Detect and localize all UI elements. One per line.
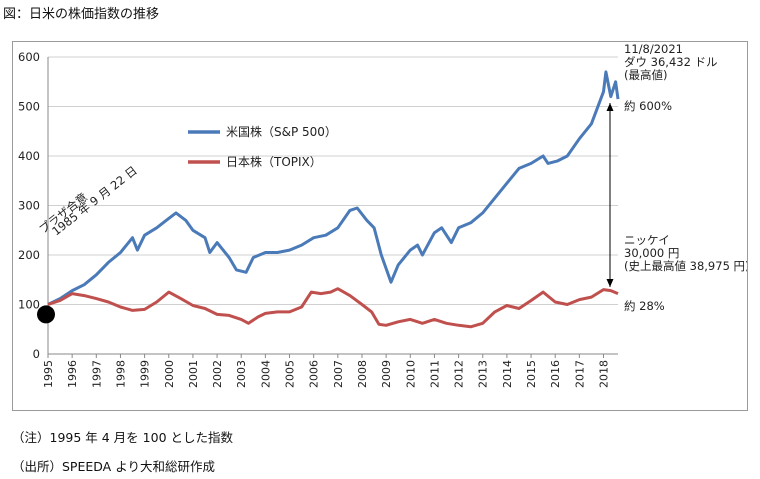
jp-gain-label: 約 28% (624, 299, 665, 313)
y-tick-label: 600 (18, 50, 40, 64)
line-chart: 0 100 200 300 400 500 600 1995 1996 1997 1998 1999 2… (18, 42, 747, 388)
dow-high-annotation: ダウ 36,432 ドル (624, 55, 718, 69)
dow-high-annotation: (最高値) (624, 68, 667, 82)
x-tick-label: 2005 (284, 360, 297, 388)
plaza-accord-marker (37, 305, 55, 324)
series-line-sp500 (47, 70, 620, 306)
x-tick-label: 2001 (187, 360, 200, 388)
x-tick-label: 2017 (573, 360, 586, 388)
series-line-topix (47, 287, 619, 329)
legend-label: 米国株（S&P 500） (226, 124, 337, 139)
x-tick-label: 1995 (42, 360, 55, 388)
x-tick-label: 1996 (66, 360, 79, 388)
x-tick-label: 2012 (453, 360, 466, 388)
x-tick-label: 2000 (163, 360, 176, 388)
y-tick-label: 300 (18, 199, 40, 213)
note-source: （出所）SPEEDA より大和総研作成 (12, 459, 215, 474)
us-gain-label: 約 600% (624, 99, 672, 113)
figure-title: 図：日米の株価指数の推移 (3, 7, 160, 22)
x-tick-label: 1999 (139, 360, 152, 388)
note-basis: （注）1995 年 4 月を 100 とした指数 (12, 430, 233, 445)
x-tick-label: 2004 (259, 360, 272, 388)
nikkei-annotation: (史上最高値 38,975 円) (624, 259, 747, 273)
x-tick-label: 2014 (501, 360, 514, 388)
x-tick-label: 2006 (308, 360, 321, 388)
x-tick-label: 2013 (477, 360, 490, 388)
legend-label: 日本株（TOPIX） (226, 154, 322, 169)
x-tick-label: 2008 (356, 360, 369, 388)
y-tick-label: 0 (33, 347, 40, 361)
x-tick-label: 1997 (90, 360, 103, 388)
x-tick-label: 2002 (211, 360, 224, 388)
chart-frame: 0 100 200 300 400 500 600 1995 1996 1997 1998 1999 2… (12, 41, 748, 411)
y-tick-label: 500 (18, 100, 40, 114)
x-tick-label: 2003 (235, 360, 248, 388)
x-tick-label: 2016 (549, 360, 562, 388)
dow-high-annotation: 11/8/2021 (624, 42, 683, 56)
x-tick-label: 1998 (114, 360, 127, 388)
x-tick-label: 2007 (332, 360, 345, 388)
nikkei-annotation: 30,000 円 (624, 246, 679, 260)
gain-arrowhead-down (606, 279, 614, 287)
y-tick-label: 400 (18, 149, 40, 163)
x-tick-label: 2011 (428, 360, 441, 388)
x-tick-label: 2009 (380, 360, 393, 388)
x-tick-label: 2015 (525, 360, 538, 388)
gain-arrowhead-up (606, 103, 614, 111)
y-tick-label: 200 (18, 248, 40, 262)
x-tick-label: 2018 (598, 360, 611, 388)
nikkei-annotation: ニッケイ (624, 233, 670, 247)
x-tick-label: 2010 (404, 360, 417, 388)
plaza-annotation: 1985 年 9 月 22 日 (49, 163, 140, 238)
y-tick-label: 100 (18, 298, 40, 312)
